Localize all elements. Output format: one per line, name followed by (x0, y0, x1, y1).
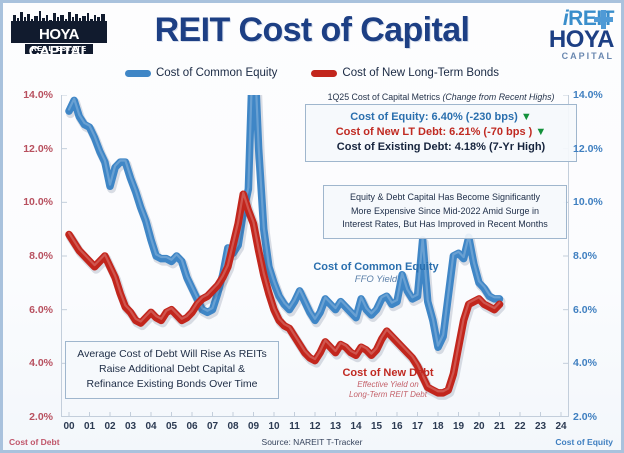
metric-row-equity: Cost of Equity: 6.40% (-230 bps) ▼ (310, 110, 572, 125)
metrics-caption-plain: 1Q25 Cost of Capital Metrics (327, 92, 443, 102)
metric-label-new-debt: Cost of New LT Debt: 6.21% (-70 bps ) (335, 126, 533, 138)
legend-swatch-icon-equity (124, 69, 151, 77)
y-axis-right-tick-12-0: 12.0% (573, 142, 603, 155)
narrative-line-3: Interest Rates, But Has Improved in Rece… (342, 219, 548, 229)
x-axis-tick-23: 23 (534, 421, 547, 432)
metrics-caption: 1Q25 Cost of Capital Metrics (Change fro… (303, 92, 579, 102)
x-axis-tick-05: 05 (165, 421, 178, 432)
y-axis-left-tick-6-0: 6.0% (29, 303, 53, 316)
x-axis-tick-21: 21 (493, 421, 506, 432)
x-axis-tick-03: 03 (124, 421, 137, 432)
metrics-caption-italic: (Change from Recent Highs) (442, 92, 555, 102)
metric-row-existing-debt: Cost of Existing Debt: 4.18% (7-Yr High) (310, 140, 572, 155)
equity-annotation-title: Cost of Common Equity (313, 261, 439, 273)
x-axis-tick-01: 01 (83, 421, 96, 432)
y-axis-left-tick-14-0: 14.0% (23, 89, 53, 101)
x-axis-tick-18: 18 (432, 421, 444, 432)
y-axis-left-tick-8-0: 8.0% (29, 250, 53, 262)
metric-label-equity: Cost of Equity: 6.40% (-230 bps) (350, 111, 518, 123)
legend-label-equity: Cost of Common Equity (155, 67, 278, 79)
debt-annotation-subtitle-2: Long-Term REIT Debt (349, 390, 427, 399)
debt-callout-line-2: Raise Additional Debt Capital & (99, 363, 245, 375)
narrative-line-1: Equity & Debt Capital Has Become Signifi… (349, 192, 541, 202)
x-axis-tick-24: 24 (555, 421, 567, 432)
x-axis-tick-15: 15 (370, 421, 383, 432)
metric-label-existing-debt: Cost of Existing Debt: 4.18% (336, 141, 486, 153)
metric-row-new-debt: Cost of New LT Debt: 6.21% (-70 bps ) ▼ (310, 125, 572, 140)
x-axis-tick-09: 09 (247, 421, 260, 432)
narrative-callout: Equity & Debt Capital Has Become Signifi… (323, 185, 567, 239)
axis-note-cost-of-debt: Cost of Debt (9, 437, 60, 447)
x-axis-tick-06: 06 (186, 421, 198, 432)
x-axis-tick-07: 07 (206, 421, 219, 432)
plot-area (61, 95, 569, 417)
y-axis-right-tick-4-0: 4.0% (573, 357, 597, 370)
ireit-wordmark-i: i (562, 7, 569, 30)
down-arrow-icon-new-debt: ▼ (535, 126, 547, 138)
y-axis-left-tick-2-0: 2.0% (29, 411, 53, 423)
x-axis-tick-00: 00 (63, 421, 75, 432)
y-axis-right-tick-2-0: 2.0% (573, 411, 597, 423)
hoya-capital-logo: HOYA CAPITAL REAL ESTATE (11, 9, 107, 61)
equity-annotation-subtitle: FFO Yield (354, 274, 398, 285)
metric-tail-existing-debt: (7-Yr High) (485, 141, 546, 153)
hoya-logo-tagline: REAL ESTATE (25, 44, 93, 54)
ireit-capital-word: CAPITAL (561, 51, 614, 61)
equity-series-annotation: Cost of Common Equity FFO Yield (291, 261, 461, 286)
source-note: Source: NAREIT T-Tracker (261, 437, 363, 447)
legend-swatch-icon-bonds (311, 69, 338, 77)
legend-item-bonds[interactable]: Cost of New Long-Term Bonds (311, 67, 499, 79)
plus-cross-icon (594, 10, 613, 29)
x-axis-tick-04: 04 (145, 421, 157, 432)
x-axis-tick-13: 13 (329, 421, 342, 432)
debt-annotation-title: Cost of New Debt (342, 367, 434, 379)
y-axis-right-tick-14-0: 14.0% (573, 89, 603, 101)
y-axis-right-tick-8-0: 8.0% (573, 250, 597, 262)
y-axis-right-tick-6-0: 6.0% (573, 303, 597, 316)
down-arrow-icon-equity: ▼ (520, 111, 532, 123)
x-axis-tick-16: 16 (391, 421, 403, 432)
x-axis-tick-19: 19 (452, 421, 465, 432)
debt-callout-line-1: Average Cost of Debt Will Rise As REITs (77, 348, 267, 360)
y-axis-left-tick-12-0: 12.0% (23, 142, 53, 155)
debt-series-annotation: Cost of New Debt Effective Yield on Long… (303, 367, 473, 400)
x-axis-tick-11: 11 (289, 421, 300, 432)
series-canvas (61, 95, 569, 417)
chart-legend: Cost of Common Equity Cost of New Long-T… (3, 65, 621, 81)
legend-label-bonds: Cost of New Long-Term Bonds (342, 67, 500, 79)
x-axis-tick-08: 08 (227, 421, 239, 432)
debt-callout-line-3: Refinance Existing Bonds Over Time (86, 378, 258, 390)
narrative-line-2: More Expensive Since Mid-2022 Amid Surge… (350, 205, 540, 216)
y-axis-left-tick-10-0: 10.0% (23, 196, 53, 209)
page-title: REIT Cost of Capital (154, 11, 470, 49)
x-axis-tick-20: 20 (473, 421, 485, 432)
x-axis-tick-17: 17 (411, 421, 424, 432)
x-axis-tick-12: 12 (309, 421, 321, 432)
x-axis-tick-02: 02 (104, 421, 116, 432)
ireit-hoya-word: HOYA (548, 26, 615, 53)
legend-item-equity[interactable]: Cost of Common Equity (124, 67, 278, 79)
y-axis-left-tick-4-0: 4.0% (29, 357, 53, 370)
x-axis-tick-14: 14 (350, 421, 362, 432)
city-skyline-icon (11, 11, 107, 26)
metrics-callout: Cost of Equity: 6.40% (-230 bps) ▼ Cost … (305, 104, 577, 162)
axis-note-cost-of-equity: Cost of Equity (555, 437, 613, 447)
x-axis-tick-10: 10 (268, 421, 280, 432)
ireit-hoya-logo: iREIT HOYA CAPITAL (502, 7, 615, 67)
x-axis-tick-22: 22 (514, 421, 526, 432)
debt-annotation-subtitle-1: Effective Yield on (357, 380, 419, 389)
debt-callout: Average Cost of Debt Will Rise As REITs … (65, 341, 279, 399)
y-axis-right-tick-10-0: 10.0% (573, 196, 603, 209)
